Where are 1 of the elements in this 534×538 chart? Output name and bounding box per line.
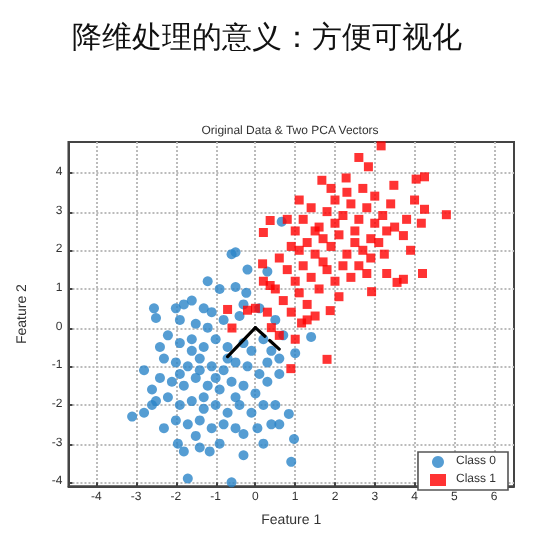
chart-title: 降维处理的意义：方便可视化 [72, 19, 462, 55]
